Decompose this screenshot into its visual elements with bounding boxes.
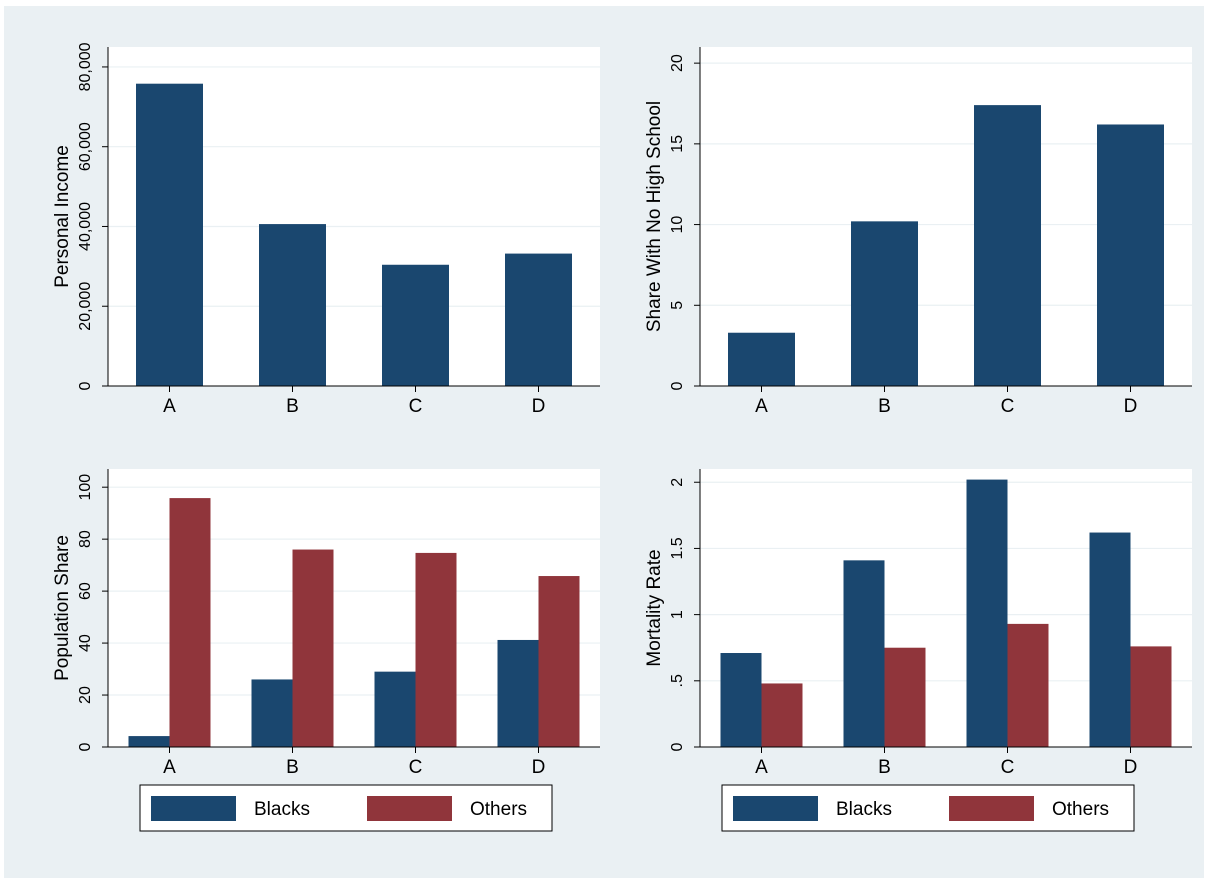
bar-blacks: [966, 479, 1008, 747]
legend-swatch: [367, 796, 452, 821]
y-tick-label: 0: [669, 742, 686, 751]
x-tick-label: A: [163, 757, 176, 778]
bar-others: [292, 549, 334, 747]
y-tick-label: 0: [77, 381, 94, 390]
bar-blacks: [497, 639, 539, 747]
bar-blacks: [251, 679, 293, 747]
x-tick-label: A: [755, 396, 768, 417]
bar-blacks: [128, 736, 170, 747]
legend-swatch: [949, 796, 1034, 821]
bar-others: [884, 647, 926, 747]
legend: Blacks Others: [721, 784, 1135, 832]
y-tick-label: 2: [669, 478, 686, 487]
y-tick-label: 80,000: [77, 42, 94, 91]
bar-others: [761, 683, 803, 747]
x-tick-label: C: [1001, 757, 1015, 778]
x-tick-label: C: [409, 396, 423, 417]
x-tick-label: B: [286, 757, 299, 778]
y-tick-label: 40,000: [77, 202, 94, 251]
y-tick-label: 20: [77, 686, 94, 704]
x-tick-label: D: [1124, 757, 1138, 778]
bar-blacks: [1089, 532, 1131, 747]
chart-panel-1: 0 20,000 40,000 60,000 80,000 A B C D Personal In…: [52, 42, 600, 417]
x-tick-label: C: [1001, 396, 1015, 417]
legend-label: Others: [1052, 799, 1109, 820]
y-tick-label: 0: [669, 381, 686, 390]
legend-swatch: [151, 796, 236, 821]
bar: [1097, 124, 1164, 386]
y-tick-label: .5: [669, 674, 686, 687]
x-tick-label: D: [532, 396, 546, 417]
legend: Blacks Others: [139, 784, 553, 832]
x-tick-label: B: [878, 757, 891, 778]
chart-panel-3: 0 20 40 60 80 100 A B C D Population Share Blacks Ot…: [52, 469, 600, 832]
y-tick-label: 60: [77, 582, 94, 600]
bar: [851, 221, 918, 386]
y-axis-title: Population Share: [52, 535, 73, 681]
bar: [382, 264, 449, 386]
x-tick-label: B: [878, 396, 891, 417]
bar-blacks: [843, 560, 885, 747]
x-tick-label: A: [163, 396, 176, 417]
bar: [259, 224, 326, 386]
x-tick-label: D: [532, 757, 546, 778]
y-tick-label: 10: [669, 216, 686, 234]
y-tick-label: 60,000: [77, 122, 94, 171]
bar-others: [169, 498, 211, 747]
y-tick-label: 1.5: [669, 537, 686, 559]
y-tick-label: 20: [669, 54, 686, 72]
legend-label: Blacks: [254, 799, 310, 820]
x-tick-label: D: [1124, 396, 1138, 417]
x-tick-label: A: [755, 757, 768, 778]
legend-label: Others: [470, 799, 527, 820]
y-tick-label: 15: [669, 135, 686, 153]
y-axis-title: Mortality Rate: [644, 549, 665, 666]
bar-blacks: [374, 671, 416, 747]
chart-panel-4: 0 .5 1 1.5 2 A B C D Mortality Rate Blacks Others: [644, 469, 1192, 832]
bar-blacks: [720, 653, 762, 747]
bar: [728, 332, 795, 386]
y-tick-label: 20,000: [77, 282, 94, 331]
y-axis-title: Share With No High School: [644, 101, 665, 332]
y-tick-label: 100: [77, 474, 94, 501]
x-tick-label: C: [409, 757, 423, 778]
bar-others: [1130, 646, 1172, 747]
y-tick-label: 1: [669, 610, 686, 619]
y-tick-label: 0: [77, 742, 94, 751]
y-tick-label: 5: [669, 301, 686, 310]
bar-others: [1007, 623, 1049, 747]
bar: [136, 83, 203, 386]
legend-swatch: [733, 796, 818, 821]
y-axis-title: Personal Income: [52, 145, 73, 288]
bar-others: [538, 576, 580, 747]
bar-others: [415, 552, 457, 747]
bar: [974, 105, 1041, 386]
bar: [505, 253, 572, 386]
chart-panel-2: 0 5 10 15 20 A B C D Share With No High School: [644, 47, 1192, 417]
y-tick-label: 40: [77, 634, 94, 652]
x-tick-label: B: [286, 396, 299, 417]
y-tick-label: 80: [77, 530, 94, 548]
legend-label: Blacks: [836, 799, 892, 820]
